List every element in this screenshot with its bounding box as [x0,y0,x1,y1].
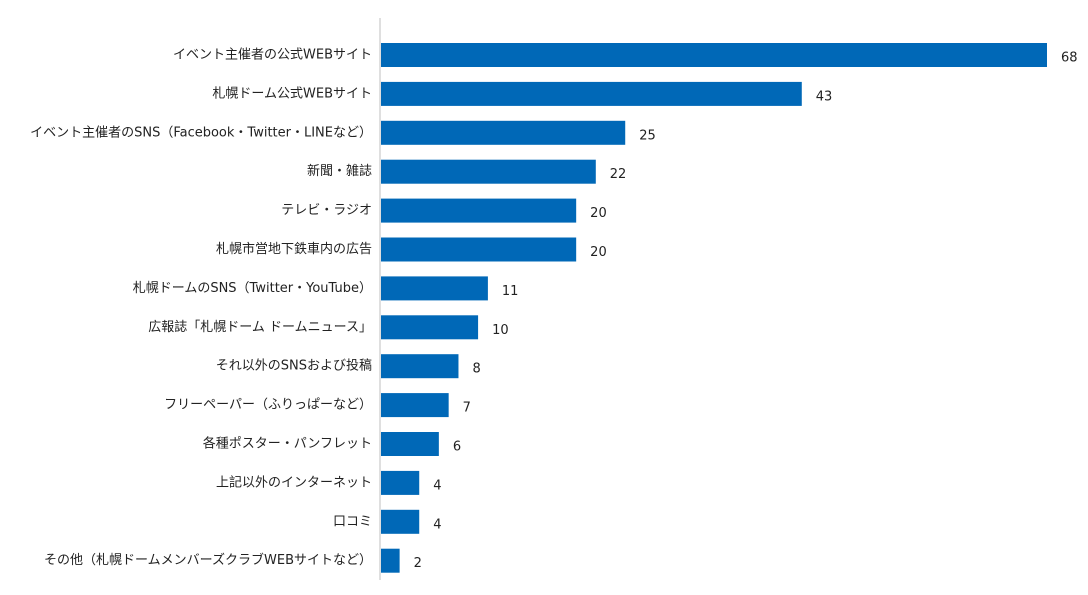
value-label: 6 [453,440,461,455]
bar [381,315,479,340]
value-label: 7 [463,401,471,416]
bar [381,470,420,495]
category-label: その他（札幌ドームメンバーズクラブWEBサイトなど） [44,552,372,568]
category-label: 新聞・雑誌 [307,163,372,179]
value-label: 10 [492,323,509,338]
bar [381,432,439,456]
category-label: 札幌ドームのSNS（Twitter・YouTube） [133,280,372,296]
bar [381,509,420,534]
bar [381,198,577,223]
value-label: 20 [590,245,607,260]
value-label: 25 [639,128,656,143]
category-label: テレビ・ラジオ [281,203,372,218]
value-label: 22 [610,167,627,182]
value-label: 20 [590,206,607,221]
category-label: 札幌市営地下鉄車内の広告 [216,241,372,257]
value-label: 11 [502,284,519,299]
category-label: イベント主催者のSNS（Facebook・Twitter・LINEなど） [30,125,372,140]
value-label: 68 [1061,51,1078,66]
bar [381,81,802,106]
category-label: イベント主催者の公式WEBサイト [173,48,372,63]
bar [381,159,596,184]
value-label: 8 [472,362,480,377]
category-label: 上記以外のインターネット [216,474,372,490]
bar [381,43,1047,67]
category-label: それ以外のSNSおよび投稿 [216,358,372,374]
bars-group [381,43,1047,573]
value-label: 43 [816,89,833,104]
bar [381,393,449,418]
category-label: 口コミ [333,514,372,529]
bar [381,354,459,379]
bar [381,548,400,573]
value-label: 4 [433,478,441,493]
category-label: フリーペーパー（ふりっぱーなど） [164,398,372,413]
bar [381,120,626,145]
value-labels-group: 68 43 25 22 20 20 11 10 8 7 6 4 4 2 [414,51,1078,572]
bar [381,237,577,262]
bar [381,276,488,301]
category-labels-group: イベント主催者の公式WEBサイト札幌ドーム公式WEBサイトイベント主催者のSNS… [30,48,372,569]
category-label: 広報誌「札幌ドーム ドームニュース」 [148,319,372,335]
category-label: 札幌ドーム公式WEBサイト [212,85,372,101]
value-label: 2 [414,556,422,571]
value-label: 4 [433,517,441,532]
category-label: 各種ポスター・パンフレット [203,436,372,452]
